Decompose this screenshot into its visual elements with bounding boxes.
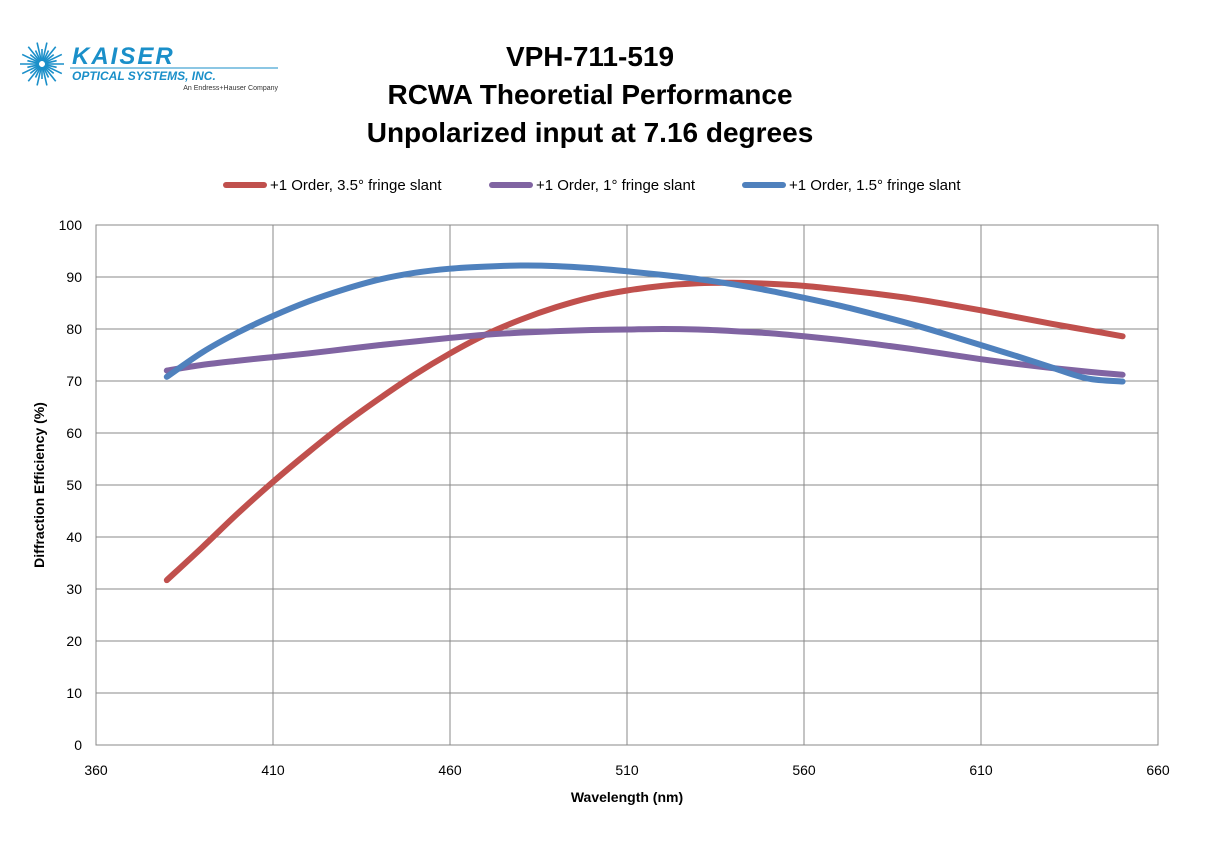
y-axis-ticks: 0 10 20 30 40 50 60 70 80 90 100 [59,217,83,753]
starburst-ray [36,66,43,86]
y-axis-title: Diffraction Efficiency (%) [31,402,47,568]
grid-lines [95,224,1159,746]
y-tick-label: 10 [66,685,82,701]
y-tick-label: 20 [66,633,82,649]
chart-title-line-1: VPH-711-519 [505,41,675,72]
starburst-ray [21,64,40,75]
y-tick-label: 30 [66,581,82,597]
x-tick-label: 510 [615,762,639,778]
logo-tagline: An Endress+Hauser Company [183,85,278,92]
series-group [163,262,1126,584]
starburst-ray [44,63,57,69]
starburst-ray [43,46,57,63]
starburst-ray [29,65,41,74]
y-tick-label: 70 [66,373,82,389]
starburst-ray [44,59,57,65]
starburst-ray [44,64,63,75]
starburst-ray [27,63,40,69]
starburst-ray [27,65,41,82]
starburst-ray [34,50,42,62]
starburst-ray [43,65,55,74]
x-tick-label: 560 [792,762,816,778]
y-tick-label: 100 [59,217,83,233]
x-axis-title: Wavelength (nm) [571,789,683,805]
y-tick-label: 90 [66,269,82,285]
starburst-ray [42,50,50,62]
starburst-ray [43,54,55,63]
series-line-2 [163,326,1126,378]
y-tick-label: 50 [66,477,82,493]
y-tick-label: 0 [74,737,82,753]
kaiser-logo: KAISER OPTICAL SYSTEMS, INC. An Endress+… [20,42,278,92]
logo-subname: OPTICAL SYSTEMS, INC. [72,69,216,83]
y-tick-label: 40 [66,529,82,545]
chart-title-line-3: Unpolarized input at 7.16 degrees [366,117,814,148]
chart-title: VPH-711-519 RCWA Theoretial Performance … [340,38,840,152]
starburst-ray [27,59,40,65]
starburst-ray [42,66,50,78]
x-tick-label: 610 [969,762,993,778]
starburst-ray [27,46,41,63]
starburst-ray [36,42,43,62]
logo-name: KAISER [72,43,175,70]
chart-title-line-2: RCWA Theoretial Performance [387,79,793,110]
x-axis-ticks: 360 410 460 510 560 610 660 [84,762,1170,778]
starburst-ray [41,42,48,62]
legend-label-1: +1 Order, 3.5° fringe slant [270,177,442,194]
y-tick-label: 80 [66,321,82,337]
x-tick-label: 460 [438,762,462,778]
series-line-1 [163,279,1126,584]
starburst-icon [20,42,64,86]
legend-label-3: +1 Order, 1.5° fringe slant [789,177,961,194]
y-tick-label: 60 [66,425,82,441]
starburst-ray [21,53,40,64]
legend: +1 Order, 3.5° fringe slant +1 Order, 1° … [223,177,961,194]
starburst-ray [34,66,42,78]
starburst-ray [29,54,41,63]
x-tick-label: 410 [261,762,285,778]
starburst-ray [43,65,57,82]
legend-label-2: +1 Order, 1° fringe slant [536,177,696,194]
x-tick-label: 360 [84,762,108,778]
starburst-ray [41,66,48,86]
x-tick-label: 660 [1146,762,1170,778]
series-line-3 [163,262,1126,385]
starburst-ray [44,53,63,64]
